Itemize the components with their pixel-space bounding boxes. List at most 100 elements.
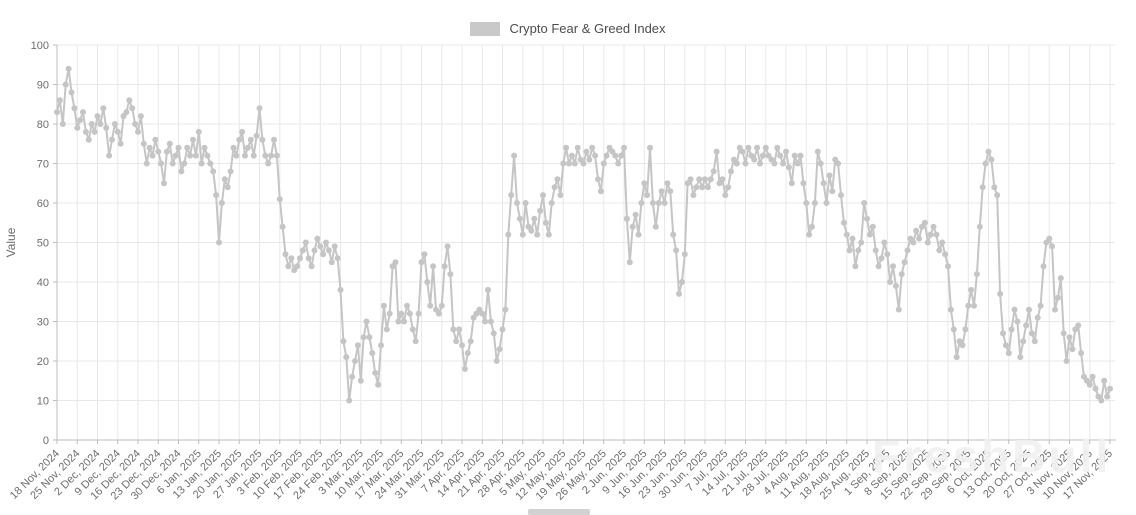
data-point[interactable] (331, 243, 338, 250)
data-point[interactable] (288, 255, 295, 262)
data-point[interactable] (1000, 330, 1006, 337)
data-point[interactable] (302, 239, 309, 246)
data-point[interactable] (357, 377, 364, 384)
data-point[interactable] (143, 160, 150, 167)
data-point[interactable] (693, 184, 700, 191)
data-point[interactable] (667, 188, 674, 195)
data-point[interactable] (797, 152, 804, 159)
data-point[interactable] (77, 117, 84, 124)
data-point[interactable] (725, 184, 732, 191)
data-point[interactable] (670, 231, 677, 238)
data-point[interactable] (88, 121, 95, 127)
data-point[interactable] (175, 144, 182, 151)
data-point[interactable] (655, 200, 662, 206)
data-point[interactable] (207, 160, 214, 167)
data-point[interactable] (54, 109, 60, 116)
data-point[interactable] (551, 184, 558, 191)
data-point[interactable] (849, 235, 856, 242)
data-point[interactable] (337, 286, 344, 293)
data-point[interactable] (976, 223, 983, 230)
data-point[interactable] (890, 263, 896, 270)
data-point[interactable] (583, 148, 590, 155)
data-point[interactable] (276, 196, 283, 203)
data-point[interactable] (548, 200, 555, 206)
data-point[interactable] (603, 152, 610, 159)
data-point[interactable] (482, 318, 489, 325)
data-point[interactable] (884, 251, 891, 258)
data-point[interactable] (757, 160, 763, 167)
data-point[interactable] (1101, 377, 1108, 384)
data-point[interactable] (325, 247, 332, 254)
data-point[interactable] (74, 124, 81, 131)
data-point[interactable] (823, 200, 830, 206)
data-point[interactable] (846, 247, 853, 254)
data-point[interactable] (916, 235, 923, 242)
data-point[interactable] (441, 263, 448, 270)
data-point[interactable] (676, 290, 682, 297)
data-point[interactable] (1054, 294, 1061, 301)
data-point[interactable] (618, 152, 625, 159)
data-point[interactable] (511, 152, 518, 159)
data-point[interactable] (1063, 358, 1070, 364)
data-point[interactable] (354, 342, 361, 349)
data-point[interactable] (751, 156, 758, 163)
data-point[interactable] (334, 255, 341, 262)
data-point[interactable] (250, 152, 257, 159)
data-point[interactable] (360, 334, 367, 341)
data-point[interactable] (1098, 397, 1105, 404)
data-point[interactable] (395, 318, 402, 325)
data-point[interactable] (126, 97, 133, 104)
data-point[interactable] (383, 326, 390, 333)
data-point[interactable] (913, 227, 920, 234)
legend-item[interactable]: Crypto Fear & Greed Index (0, 21, 1136, 36)
data-point[interactable] (774, 144, 781, 151)
data-point[interactable] (988, 156, 995, 163)
data-point[interactable] (137, 113, 144, 120)
data-point[interactable] (1031, 338, 1038, 345)
data-point[interactable] (346, 397, 353, 404)
data-point[interactable] (56, 97, 63, 104)
data-point[interactable] (1060, 330, 1067, 337)
data-point[interactable] (794, 160, 801, 167)
data-point[interactable] (1089, 373, 1096, 380)
data-point[interactable] (557, 192, 564, 199)
data-point[interactable] (809, 223, 815, 230)
data-point[interactable] (386, 310, 393, 317)
data-point[interactable] (450, 326, 457, 333)
data-point[interactable] (161, 180, 167, 187)
data-point[interactable] (68, 89, 75, 96)
data-point[interactable] (704, 184, 711, 191)
data-point[interactable] (759, 152, 766, 159)
data-point[interactable] (97, 121, 104, 127)
data-point[interactable] (100, 105, 107, 112)
data-point[interactable] (892, 282, 899, 289)
data-point[interactable] (253, 132, 260, 139)
data-point[interactable] (629, 223, 636, 230)
data-point[interactable] (123, 109, 130, 116)
data-point[interactable] (114, 128, 121, 135)
data-point[interactable] (540, 192, 546, 199)
data-point[interactable] (453, 338, 460, 345)
data-point[interactable] (994, 192, 1001, 199)
data-point[interactable] (132, 121, 139, 127)
data-point[interactable] (965, 302, 972, 309)
data-point[interactable] (285, 263, 292, 270)
data-point[interactable] (962, 326, 969, 333)
data-point[interactable] (687, 176, 694, 183)
data-point[interactable] (733, 160, 740, 167)
data-point[interactable] (866, 231, 873, 238)
data-point[interactable] (649, 200, 656, 206)
data-point[interactable] (224, 184, 231, 191)
data-point[interactable] (855, 247, 862, 254)
data-point[interactable] (242, 152, 248, 159)
data-point[interactable] (271, 136, 277, 143)
data-point[interactable] (803, 200, 810, 206)
data-point[interactable] (233, 152, 240, 159)
data-point[interactable] (1104, 393, 1111, 400)
data-point[interactable] (658, 188, 665, 195)
data-point[interactable] (508, 192, 515, 199)
data-point[interactable] (308, 263, 315, 270)
data-point[interactable] (82, 128, 89, 135)
data-point[interactable] (412, 338, 419, 345)
data-point[interactable] (924, 239, 931, 246)
